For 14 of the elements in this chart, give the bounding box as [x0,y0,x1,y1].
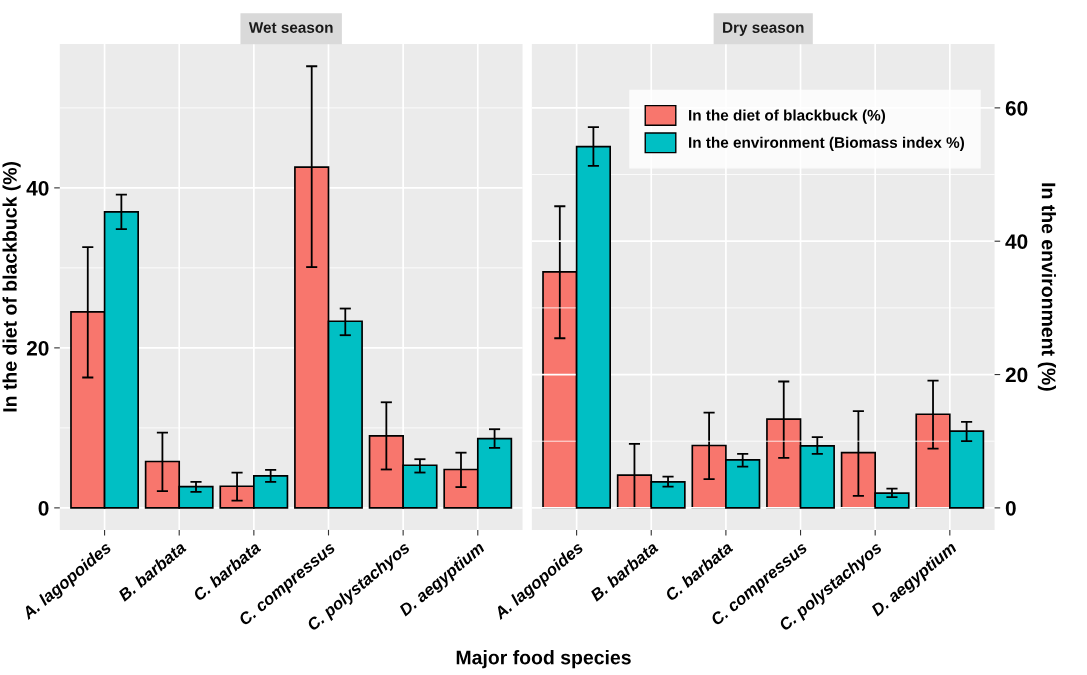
legend-label: In the diet of blackbuck (%) [689,109,886,124]
y-tick-label: 0 [38,500,49,516]
y2-axis-title: In the environment (%) [1037,183,1056,391]
legend-label: In the environment (Biomass index %) [689,136,964,151]
x-axis-title: Major food species [456,650,631,669]
y2-tick-label: 60 [1005,100,1028,116]
y2-tick-label: 0 [1005,500,1016,516]
y-axis-title: In the diet of blackbuck (%) [2,161,21,412]
chart-title: Wet season [248,22,333,33]
y-tick-label: 20 [26,340,49,356]
y-tick-label: 40 [26,180,49,196]
y2-tick-label: 20 [1005,367,1028,383]
chart-title: Dry season [723,22,804,36]
y2-tick-label: 40 [1005,234,1028,249]
